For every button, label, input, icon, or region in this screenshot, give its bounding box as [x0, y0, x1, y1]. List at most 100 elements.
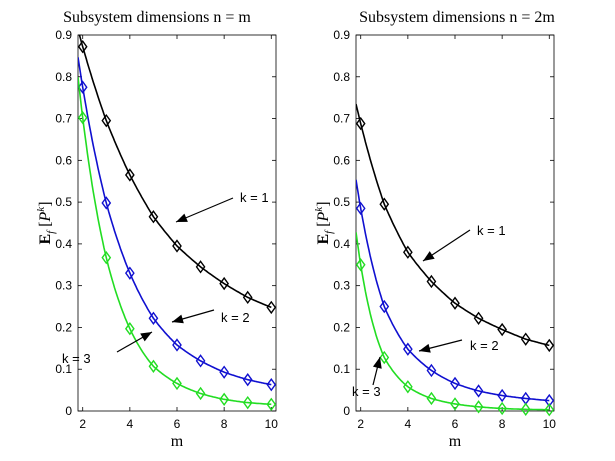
y-label-sup: k: [313, 206, 325, 212]
y-tick-label: 0.9: [55, 28, 72, 42]
series-line: [78, 35, 272, 309]
annotation-label: k = 2: [470, 338, 499, 353]
y-label-sup: k: [35, 206, 47, 212]
y-tick-label: 0.1: [55, 362, 72, 376]
data-point-marker: [473, 400, 484, 414]
annotation-arrowhead: [419, 343, 431, 353]
data-point-marker: [379, 350, 390, 365]
y-label-base: E: [37, 234, 54, 245]
y-label-sub: f: [323, 229, 335, 234]
annotations: k = 1 k = 2 k = 3: [352, 223, 506, 399]
y-label-arg: P: [315, 211, 332, 222]
data-point-marker: [242, 372, 253, 387]
data-point-marker: [195, 260, 206, 274]
y-tick-label: 0.4: [333, 237, 350, 251]
annotation-arrowhead: [372, 357, 382, 369]
annotation-arrowhead: [423, 251, 435, 261]
y-tick-label: 0.2: [333, 320, 350, 334]
data-point-marker: [402, 342, 413, 356]
annotation-label: k = 1: [240, 190, 269, 205]
data-point-marker: [520, 402, 531, 417]
series-line: [356, 179, 550, 402]
data-point-marker: [219, 276, 230, 291]
data-point-marker: [544, 393, 555, 408]
data-point-marker: [402, 380, 413, 394]
data-point-marker: [450, 397, 460, 411]
y-tick-label: 0.5: [333, 195, 350, 209]
data-point-marker: [77, 80, 88, 94]
y-tick-label: 0.8: [333, 70, 350, 84]
x-axis-label: m: [449, 433, 462, 450]
data-point-marker: [172, 376, 182, 391]
annotation-label: k = 2: [221, 310, 250, 325]
x-tick-label: 4: [127, 417, 134, 431]
y-tick-label: 0.5: [55, 195, 72, 209]
series-group: [355, 103, 555, 417]
annotation-label: k = 3: [352, 384, 381, 399]
data-point-marker: [101, 250, 112, 265]
data-point-marker: [497, 401, 508, 416]
data-point-marker: [124, 168, 135, 182]
data-point-marker: [242, 395, 253, 410]
y-axis: 0 0.1 0.2 0.3 0.4 0.5 0.6 0.7 0.8 0.9: [333, 28, 554, 418]
data-point-marker: [497, 388, 508, 403]
data-point-marker: [355, 116, 366, 131]
data-point-marker: [426, 363, 437, 378]
data-point-marker: [266, 397, 277, 412]
chart-title: Subsystem dimensions n = 2m: [359, 9, 555, 26]
chart-left: Subsystem dimensions n = m 0 0.1 0.2 0.3 0.4…: [35, 9, 278, 450]
data-point-marker: [124, 322, 135, 336]
y-axis-label: Ef [Pk]: [313, 201, 335, 244]
data-point-marker: [450, 376, 460, 391]
data-point-marker: [402, 245, 413, 259]
data-point-marker: [219, 365, 230, 379]
x-tick-label: 2: [79, 417, 86, 431]
data-point-marker: [379, 299, 390, 314]
x-tick-label: 10: [265, 417, 279, 431]
data-point-marker: [101, 196, 112, 210]
y-label-base: E: [315, 234, 332, 245]
x-tick-label: 8: [499, 417, 506, 431]
data-point-marker: [77, 40, 88, 54]
x-tick-label: 8: [221, 417, 228, 431]
y-tick-label: 0.3: [333, 279, 350, 293]
series-group: [77, 35, 277, 412]
x-tick-label: 2: [357, 417, 364, 431]
y-label-sub: f: [45, 229, 57, 234]
data-point-marker: [266, 377, 277, 392]
data-point-marker: [148, 311, 159, 325]
data-point-marker: [195, 386, 206, 401]
y-tick-label: 0.9: [333, 28, 350, 42]
y-tick-label: 0: [65, 404, 72, 418]
x-axis-label: m: [171, 433, 184, 450]
data-point-marker: [77, 111, 88, 125]
y-tick-label: 0.6: [333, 153, 350, 167]
y-axis-label: Ef [Pk]: [35, 201, 57, 244]
y-axis: 0 0.1 0.2 0.3 0.4 0.5 0.6 0.7 0.8 0.9: [55, 28, 276, 418]
annotations: k = 1 k = 2 k = 3: [62, 190, 269, 366]
data-point-marker: [219, 392, 230, 406]
y-tick-label: 0.8: [55, 70, 72, 84]
annotation-arrowhead: [140, 332, 152, 342]
data-point-marker: [450, 296, 460, 310]
x-tick-label: 6: [174, 417, 181, 431]
data-point-marker: [195, 354, 206, 368]
series-line: [356, 232, 550, 411]
data-point-marker: [148, 359, 159, 373]
y-tick-label: 0.3: [55, 279, 72, 293]
data-point-marker: [544, 403, 555, 417]
data-point-marker: [473, 384, 484, 398]
data-point-marker: [101, 113, 112, 128]
y-tick-label: 0.6: [55, 153, 72, 167]
data-point-marker: [148, 210, 159, 224]
data-point-marker: [266, 300, 277, 315]
y-tick-label: 0.1: [333, 362, 350, 376]
x-tick-label: 10: [543, 417, 557, 431]
data-point-marker: [544, 338, 555, 353]
y-label-arg: P: [37, 211, 54, 222]
y-tick-label: 0: [343, 404, 350, 418]
x-tick-label: 6: [452, 417, 459, 431]
plot-area: [77, 34, 277, 412]
data-point-marker: [355, 258, 366, 272]
